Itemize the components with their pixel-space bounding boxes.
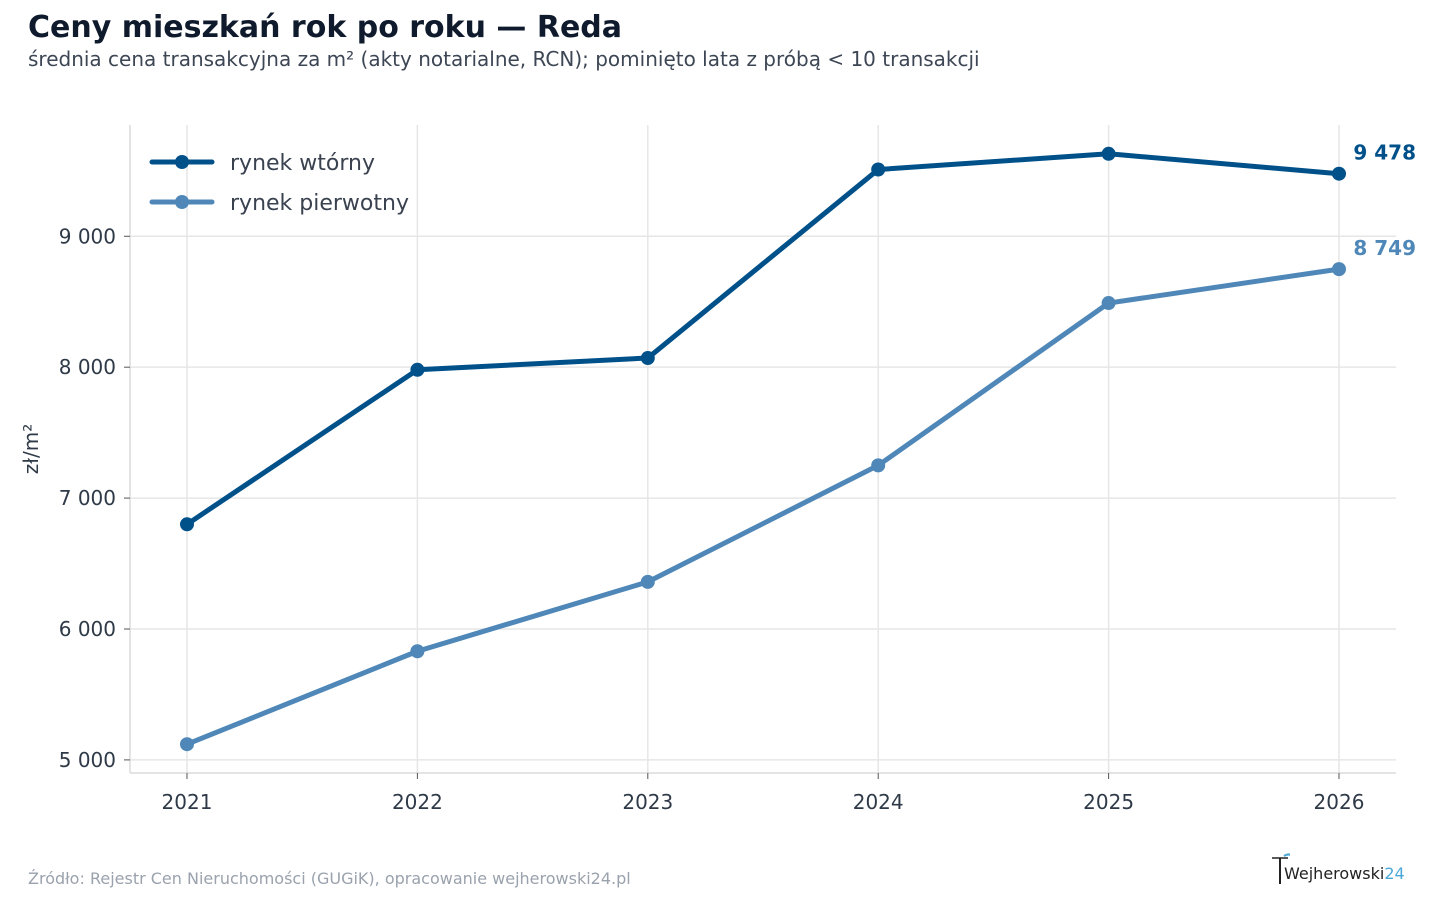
data-point	[1332, 166, 1346, 181]
data-point	[871, 458, 886, 473]
x-tick-label: 2024	[853, 790, 904, 814]
x-tick-label: 2025	[1083, 790, 1134, 814]
series-line-1	[184, 266, 1342, 747]
y-axis-title: zł/m²	[19, 424, 43, 474]
chart-subtitle: średnia cena transakcyjna za m² (akty no…	[28, 47, 980, 71]
legend-label: rynek wtórny	[230, 151, 375, 176]
data-point	[1101, 146, 1116, 161]
chart-title: Ceny mieszkań rok po roku — Reda	[28, 10, 623, 45]
end-value-label: 9 478	[1353, 141, 1416, 165]
wejherowski24-logo: Wejherowski24	[1270, 852, 1415, 888]
y-tick-label: 9 000	[59, 224, 116, 248]
data-point	[1332, 262, 1346, 277]
data-point	[1101, 296, 1116, 311]
legend-label: rynek pierwotny	[230, 191, 409, 216]
windmill-icon	[1272, 853, 1290, 884]
x-tick-label: 2021	[162, 790, 213, 814]
legend-marker	[175, 195, 189, 209]
data-point	[871, 162, 886, 177]
x-tick-label: 2023	[622, 790, 673, 814]
source-note: Źródło: Rejestr Cen Nieruchomości (GUGiK…	[28, 869, 631, 888]
data-point	[410, 644, 425, 659]
end-value-label: 8 749	[1353, 236, 1416, 260]
logo-text: Wejherowski24	[1284, 864, 1405, 883]
x-tick-label: 2022	[392, 790, 443, 814]
series-line-0	[184, 151, 1342, 527]
data-point	[410, 362, 425, 377]
y-tick-label: 7 000	[59, 486, 116, 510]
y-tick-label: 6 000	[59, 617, 116, 641]
data-point	[180, 517, 194, 532]
legend-marker	[175, 155, 189, 169]
x-tick-label: 2026	[1314, 790, 1365, 814]
data-point	[180, 737, 194, 752]
y-tick-label: 5 000	[59, 748, 116, 772]
data-point	[640, 574, 655, 589]
y-tick-label: 8 000	[59, 355, 116, 379]
data-point	[640, 351, 655, 366]
